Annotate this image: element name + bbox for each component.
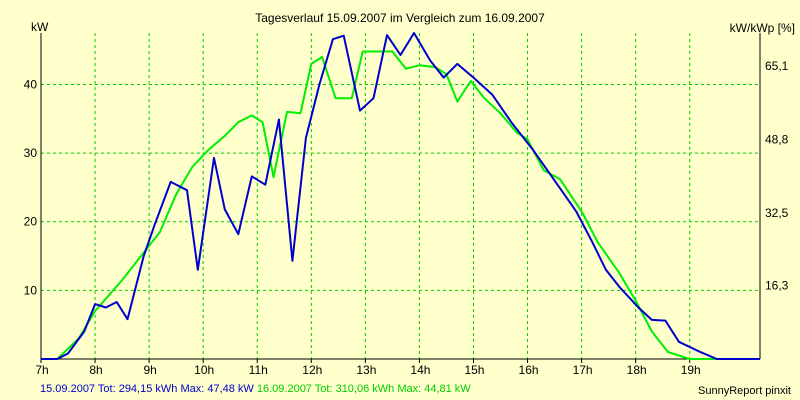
x-tick-label: 11h	[249, 363, 268, 377]
y-tick-label-left: 40	[24, 77, 38, 91]
x-tick-label: 13h	[356, 363, 376, 377]
x-tick-label: 9h	[143, 363, 156, 377]
x-tick-label: 10h	[194, 363, 214, 377]
x-tick-label: 7h	[35, 363, 48, 377]
x-tick-label: 16h	[519, 363, 539, 377]
y-tick-label-right: 16,3	[765, 279, 789, 293]
x-tick-label: 14h	[410, 363, 430, 377]
series-line-15-09-2007	[41, 32, 760, 360]
y-tick-label-left: 30	[24, 146, 38, 160]
y-tick-label-right: 65,1	[765, 59, 789, 73]
series2-summary: 16.09.2007 Tot: 310,06 kWh Max: 44,81 kW	[256, 383, 471, 395]
y-tick-label-right: 32,5	[765, 206, 789, 220]
x-tick-label: 12h	[302, 363, 322, 377]
x-tick-label: 18h	[627, 363, 647, 377]
y-tick-label-left: 10	[24, 283, 38, 297]
y-tick-label-right: 48,8	[765, 132, 789, 146]
series1-summary: 15.09.2007 Tot: 294,15 kWh Max: 47,48 kW	[40, 383, 254, 395]
series-line-16-09-2007	[41, 50, 760, 360]
chart-title: Tagesverlauf 15.09.2007 im Vergleich zum…	[255, 11, 545, 25]
x-tick-label: 8h	[89, 363, 102, 377]
x-tick-label: 19h	[681, 363, 701, 377]
footer-credit: SunnyReport pinxit	[698, 385, 791, 397]
x-tick-label: 15h	[464, 363, 484, 377]
y-axis-label-right: kW/kWp [%]	[729, 21, 795, 35]
y-tick-label-left: 20	[24, 215, 38, 229]
x-tick-label: 17h	[573, 363, 593, 377]
y-axis-label-left: kW	[31, 20, 49, 34]
series-summary: 15.09.2007 Tot: 294,15 kWh Max: 47,48 kW…	[40, 383, 471, 395]
